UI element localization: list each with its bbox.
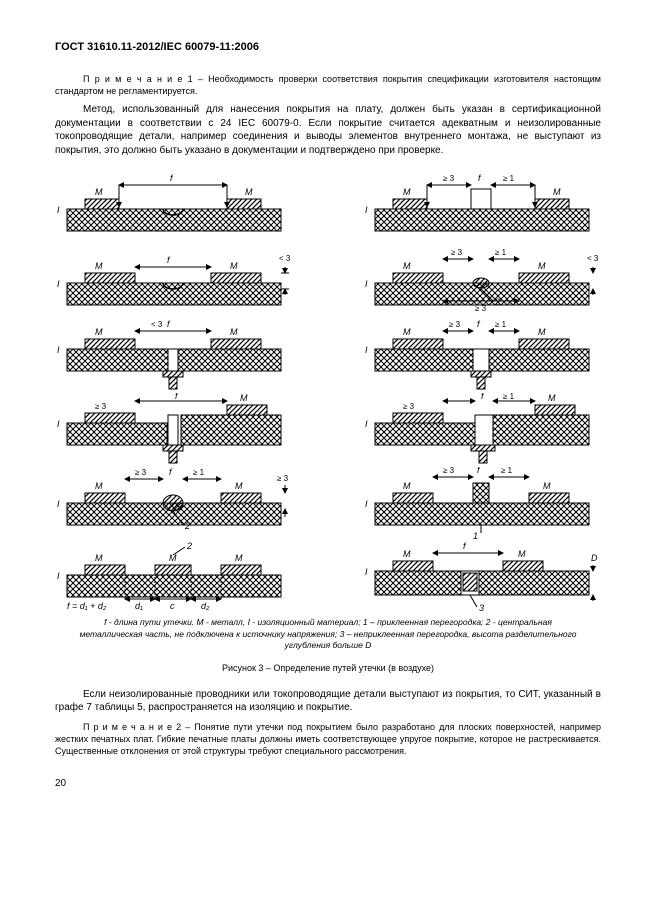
svg-text:≥ 3: ≥ 3 xyxy=(475,304,487,313)
svg-text:I: I xyxy=(57,419,60,429)
figure-legend: f - длина пути утечки. М - металл, I - и… xyxy=(75,617,581,651)
svg-text:I: I xyxy=(365,345,368,355)
svg-text:М: М xyxy=(403,481,411,491)
page-number: 20 xyxy=(55,777,601,791)
svg-text:I: I xyxy=(57,205,60,215)
svg-text:≥ 3: ≥ 3 xyxy=(277,474,289,483)
svg-text:2: 2 xyxy=(186,541,192,551)
svg-text:f = d₁ + d₂: f = d₁ + d₂ xyxy=(67,601,107,611)
svg-text:f: f xyxy=(478,173,482,183)
diagram-r3-c2: М М ≥ 3 ≥ 1 f I xyxy=(363,319,601,387)
svg-text:f: f xyxy=(170,173,174,183)
diagram-r6-c1: М М М I f = d₁ + d₂ d₁ c d₂ 2 xyxy=(55,541,293,609)
svg-text:М: М xyxy=(240,393,248,403)
diagram-r5-c1: М М ≥ 3 ≥ 1 f ≥ 3 I 2 xyxy=(55,467,293,535)
svg-text:f: f xyxy=(175,393,179,401)
svg-text:М: М xyxy=(95,187,103,197)
svg-text:I: I xyxy=(365,205,368,215)
note-1: П р и м е ч а н и е 1 – Необходимость пр… xyxy=(55,73,601,97)
diagram-r3-c1: М М f < 3 I xyxy=(55,319,293,387)
svg-text:I: I xyxy=(57,499,60,509)
svg-text:М: М xyxy=(95,553,103,563)
svg-text:М: М xyxy=(235,481,243,491)
svg-text:≥ 1: ≥ 1 xyxy=(503,174,515,183)
svg-text:М: М xyxy=(403,549,411,559)
svg-text:≥ 3: ≥ 3 xyxy=(135,468,147,477)
diagram-r1-c2: М М ≥ 3 ≥ 1 f I xyxy=(363,171,601,239)
svg-text:I: I xyxy=(57,571,60,581)
svg-text:М: М xyxy=(403,261,411,271)
diagram-r2-c2: М М ≥ 3 ≥ 1 ≥ 3 < 3 I 2 xyxy=(363,245,601,313)
svg-text:М: М xyxy=(235,553,243,563)
svg-text:f: f xyxy=(169,467,173,477)
svg-text:≥ 3: ≥ 3 xyxy=(95,402,107,411)
figure-3-diagrams: М М f I М М ≥ 3 ≥ 1 f I М М f < 3 I М М … xyxy=(55,171,601,609)
diagram-r2-c1: М М f < 3 I xyxy=(55,245,293,313)
svg-text:d₂: d₂ xyxy=(201,601,210,611)
note-2: П р и м е ч а н и е 2 – Понятие пути уте… xyxy=(55,721,601,757)
svg-text:≥ 3: ≥ 3 xyxy=(403,402,415,411)
svg-text:М: М xyxy=(95,327,103,337)
svg-text:≥ 3: ≥ 3 xyxy=(449,320,461,329)
svg-text:М: М xyxy=(245,187,253,197)
svg-text:≥ 1: ≥ 1 xyxy=(495,248,507,257)
svg-text:М: М xyxy=(403,327,411,337)
svg-text:I: I xyxy=(365,419,368,429)
note-2-label: П р и м е ч а н и е 2 xyxy=(83,722,181,732)
svg-text:1: 1 xyxy=(473,531,478,539)
svg-text:3: 3 xyxy=(479,603,484,613)
svg-text:f: f xyxy=(167,319,171,329)
svg-text:М: М xyxy=(230,327,238,337)
paragraph-sit: Если неизолированные проводники или токо… xyxy=(55,688,601,715)
svg-text:f: f xyxy=(167,255,171,265)
svg-text:≥ 3: ≥ 3 xyxy=(443,467,455,475)
svg-text:2: 2 xyxy=(184,521,190,531)
svg-text:≥ 1: ≥ 1 xyxy=(193,468,205,477)
svg-text:I: I xyxy=(365,499,368,509)
svg-text:d₁: d₁ xyxy=(135,601,143,611)
svg-text:≥ 3: ≥ 3 xyxy=(443,174,455,183)
svg-text:М: М xyxy=(553,187,561,197)
svg-text:D: D xyxy=(591,553,598,563)
diagram-r5-c2: М М ≥ 3 ≥ 1 f I 1 xyxy=(363,467,601,535)
diagram-r1-c1: М М f I xyxy=(55,171,293,239)
svg-text:< 3: < 3 xyxy=(587,254,599,263)
svg-text:c: c xyxy=(170,601,175,611)
svg-text:М: М xyxy=(230,261,238,271)
diagram-r4-c1: ≥ 3 f М I xyxy=(55,393,293,461)
svg-text:f: f xyxy=(477,319,481,329)
svg-text:М: М xyxy=(403,187,411,197)
svg-text:I: I xyxy=(57,279,60,289)
svg-text:f: f xyxy=(463,541,467,551)
svg-text:≥ 3: ≥ 3 xyxy=(451,248,463,257)
svg-text:М: М xyxy=(518,549,526,559)
diagram-r6-c2: М М f D I 3 xyxy=(363,541,601,609)
svg-text:≥ 1: ≥ 1 xyxy=(501,467,513,475)
svg-text:< 3: < 3 xyxy=(279,254,291,263)
svg-text:I: I xyxy=(57,345,60,355)
svg-text:2: 2 xyxy=(494,297,500,307)
svg-text:≥ 1: ≥ 1 xyxy=(503,393,515,401)
svg-text:М: М xyxy=(95,261,103,271)
svg-text:f: f xyxy=(481,393,485,401)
svg-text:М: М xyxy=(548,393,556,403)
svg-text:М: М xyxy=(538,261,546,271)
paragraph-method: Метод, использованный для нанесения покр… xyxy=(55,103,601,157)
note-1-label: П р и м е ч а н и е 1 xyxy=(83,74,193,84)
svg-text:f: f xyxy=(477,467,481,475)
diagram-r4-c2: ≥ 3 ≥ 1 f М I xyxy=(363,393,601,461)
figure-caption: Рисунок 3 – Определение путей утечки (в … xyxy=(55,662,601,674)
document-standard-header: ГОСТ 31610.11-2012/IEC 60079-11:2006 xyxy=(55,40,601,55)
svg-text:≥ 1: ≥ 1 xyxy=(495,320,507,329)
svg-text:М: М xyxy=(543,481,551,491)
svg-text:I: I xyxy=(365,567,368,577)
svg-text:М: М xyxy=(538,327,546,337)
svg-text:< 3: < 3 xyxy=(151,320,163,329)
svg-text:М: М xyxy=(95,481,103,491)
svg-text:I: I xyxy=(365,279,368,289)
